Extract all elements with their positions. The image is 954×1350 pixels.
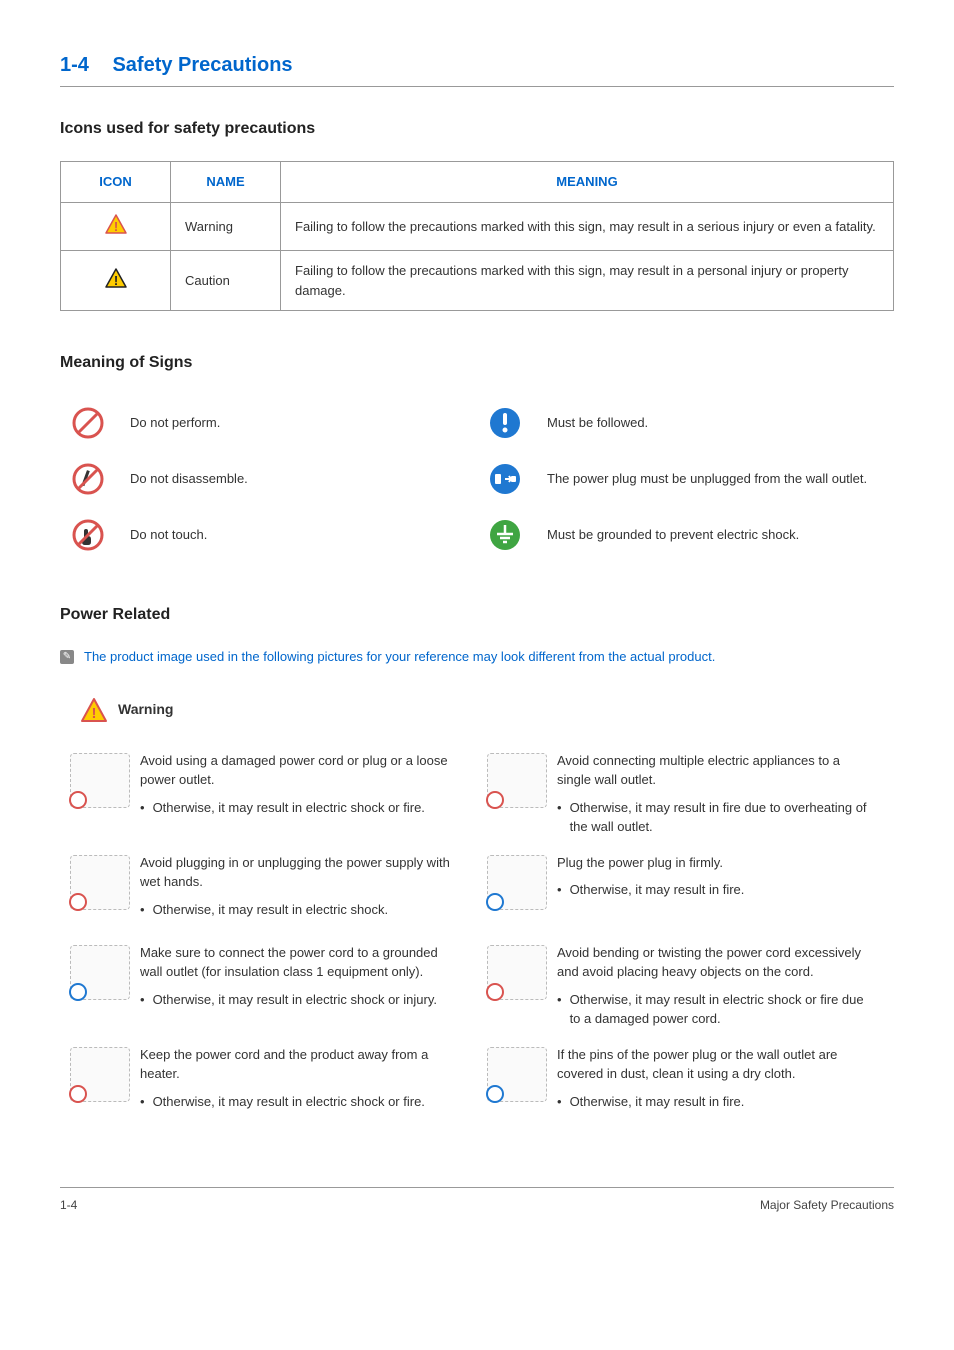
precautions-grid: Avoid using a damaged power cord or plug…	[60, 743, 894, 1127]
precaution-title: If the pins of the power plug or the wal…	[557, 1045, 874, 1084]
sign-text: Do not touch.	[130, 525, 477, 545]
must-follow-icon	[487, 405, 523, 441]
sign-text: Do not perform.	[130, 413, 477, 433]
svg-text:!: !	[113, 219, 117, 234]
precaution-item: Avoid bending or twisting the power cord…	[477, 935, 894, 1037]
bullet-dot: •	[557, 990, 562, 1029]
prohibit-icon	[70, 405, 106, 441]
svg-text:!: !	[113, 273, 117, 288]
sign-text: Must be grounded to prevent electric sho…	[547, 525, 894, 545]
precaution-title: Avoid plugging in or unplugging the powe…	[140, 853, 457, 892]
note-icon: ✎	[60, 650, 74, 664]
th-name: NAME	[171, 162, 281, 203]
table-row: ! Caution Failing to follow the precauti…	[61, 251, 894, 311]
caution-triangle-icon: !	[104, 267, 128, 289]
precaution-illustration	[70, 855, 130, 910]
precaution-illustration	[70, 1047, 130, 1102]
precaution-bullet: Otherwise, it may result in fire.	[570, 1092, 745, 1112]
precaution-item: Keep the power cord and the product away…	[60, 1037, 477, 1127]
precaution-item: Plug the power plug in firmly. • Otherwis…	[477, 845, 894, 935]
precaution-item: Avoid connecting multiple electric appli…	[477, 743, 894, 845]
note-text: The product image used in the following …	[84, 647, 715, 667]
footer-left: 1-4	[60, 1196, 77, 1214]
precaution-bullet: Otherwise, it may result in electric sho…	[153, 798, 425, 818]
precaution-bullet: Otherwise, it may result in electric sho…	[570, 990, 874, 1029]
precaution-bullet: Otherwise, it may result in fire.	[570, 880, 745, 900]
precaution-title: Make sure to connect the power cord to a…	[140, 943, 457, 982]
precaution-title: Avoid bending or twisting the power cord…	[557, 943, 874, 982]
signs-grid: Do not perform. Must be followed. Do not…	[60, 395, 894, 563]
warning-triangle-icon: !	[80, 697, 108, 723]
power-subsection-title: Power Related	[60, 603, 894, 627]
table-row: ! Warning Failing to follow the precauti…	[61, 202, 894, 251]
precaution-title: Keep the power cord and the product away…	[140, 1045, 457, 1084]
sign-item: Do not touch.	[60, 507, 477, 563]
bullet-dot: •	[557, 1092, 562, 1112]
th-meaning: MEANING	[281, 162, 894, 203]
warning-label: Warning	[118, 699, 173, 720]
th-icon: ICON	[61, 162, 171, 203]
precaution-item: Avoid plugging in or unplugging the powe…	[60, 845, 477, 935]
precaution-title: Avoid using a damaged power cord or plug…	[140, 751, 457, 790]
no-touch-icon	[70, 517, 106, 553]
precaution-item: If the pins of the power plug or the wal…	[477, 1037, 894, 1127]
precaution-bullet: Otherwise, it may result in fire due to …	[570, 798, 874, 837]
precaution-illustration	[70, 945, 130, 1000]
precaution-illustration	[487, 855, 547, 910]
bullet-dot: •	[140, 900, 145, 920]
precaution-item: Make sure to connect the power cord to a…	[60, 935, 477, 1037]
precaution-title: Avoid connecting multiple electric appli…	[557, 751, 874, 790]
bullet-dot: •	[140, 1092, 145, 1112]
precaution-item: Avoid using a damaged power cord or plug…	[60, 743, 477, 845]
sign-text: The power plug must be unplugged from th…	[547, 469, 894, 489]
precaution-illustration	[487, 753, 547, 808]
precaution-illustration	[487, 945, 547, 1000]
section-heading: Safety Precautions	[112, 54, 292, 76]
no-disassemble-icon	[70, 461, 106, 497]
warning-triangle-icon: !	[104, 213, 128, 235]
bullet-dot: •	[140, 990, 145, 1010]
signs-subsection-title: Meaning of Signs	[60, 351, 894, 375]
sign-text: Must be followed.	[547, 413, 894, 433]
precaution-bullet: Otherwise, it may result in electric sho…	[153, 1092, 425, 1112]
note-line: ✎ The product image used in the followin…	[60, 647, 894, 667]
sign-text: Do not disassemble.	[130, 469, 477, 489]
warning-header: ! Warning	[80, 697, 894, 723]
svg-text:!: !	[92, 705, 97, 722]
precaution-illustration	[487, 1047, 547, 1102]
unplug-icon	[487, 461, 523, 497]
icons-subsection-title: Icons used for safety precautions	[60, 117, 894, 141]
bullet-dot: •	[140, 798, 145, 818]
sign-item: The power plug must be unplugged from th…	[477, 451, 894, 507]
icons-table: ICON NAME MEANING ! Warning Failing to f…	[60, 161, 894, 311]
precaution-bullet: Otherwise, it may result in electric sho…	[153, 990, 437, 1010]
ground-icon	[487, 517, 523, 553]
bullet-dot: •	[557, 798, 562, 837]
precaution-illustration	[70, 753, 130, 808]
sign-item: Do not perform.	[60, 395, 477, 451]
page-footer: 1-4 Major Safety Precautions	[60, 1187, 894, 1214]
row-meaning: Failing to follow the precautions marked…	[281, 202, 894, 251]
footer-right: Major Safety Precautions	[760, 1196, 894, 1214]
bullet-dot: •	[557, 880, 562, 900]
section-number: 1-4	[60, 54, 89, 76]
section-title: 1-4 Safety Precautions	[60, 50, 894, 87]
sign-item: Do not disassemble.	[60, 451, 477, 507]
row-meaning: Failing to follow the precautions marked…	[281, 251, 894, 311]
sign-item: Must be grounded to prevent electric sho…	[477, 507, 894, 563]
row-name: Caution	[171, 251, 281, 311]
sign-item: Must be followed.	[477, 395, 894, 451]
row-name: Warning	[171, 202, 281, 251]
precaution-bullet: Otherwise, it may result in electric sho…	[153, 900, 389, 920]
precaution-title: Plug the power plug in firmly.	[557, 853, 874, 873]
